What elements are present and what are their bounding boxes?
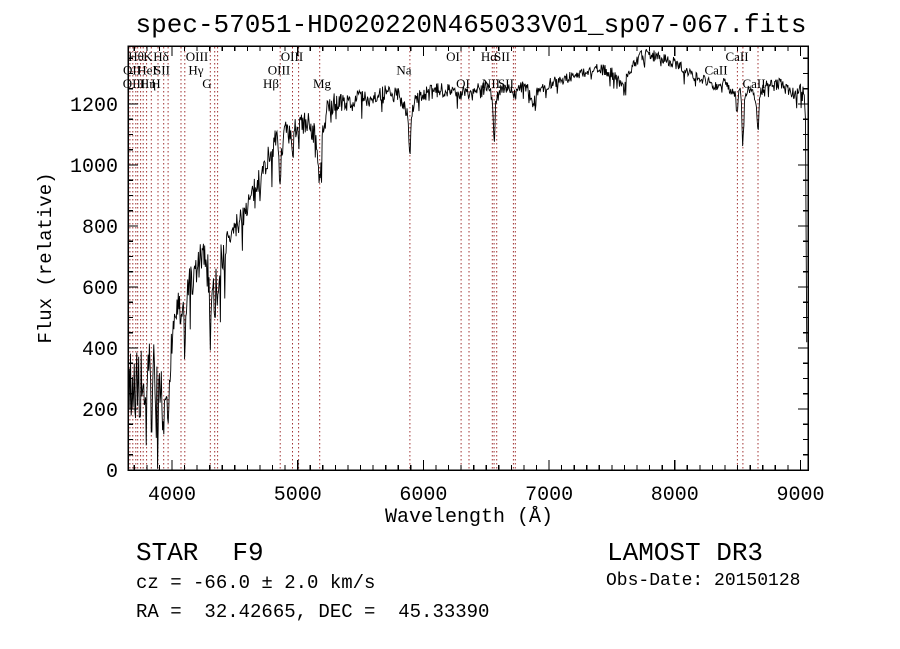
spectral-line-label: OI [446, 49, 460, 64]
object-class-label: STAR F9 [136, 538, 264, 568]
spectral-line-label: Hδ [153, 49, 169, 64]
spectral-line-label: CaII [725, 49, 748, 64]
spectral-line-label: Hβ [263, 76, 279, 91]
object-subclass: F9 [232, 538, 264, 568]
ra-dec-annotation: RA = 32.42665, DEC = 45.33390 [136, 601, 490, 623]
axis-ticks [128, 46, 808, 471]
spectral-line-label: Hθ [128, 49, 144, 64]
y-tick-label: 600 [82, 278, 118, 301]
plot-frame [127, 45, 809, 471]
x-tick-label: 5000 [274, 484, 322, 507]
spectral-line-label: CaII [704, 63, 727, 78]
x-tick-label: 9000 [776, 484, 824, 507]
plot-title: spec-57051-HD020220N465033V01_sp07-067.f… [135, 10, 807, 40]
x-tick-label: 8000 [651, 484, 699, 507]
spectral-line-labels: OIIIOIIHθHηHeIKHSIIHδGHγOIIIHβOIIIOIIIMg… [123, 49, 766, 91]
spectral-line-label: Hα [481, 49, 497, 64]
x-tick-label: 6000 [399, 484, 447, 507]
y-tick-label: 1200 [70, 95, 118, 118]
spectral-line-label: H [151, 76, 160, 91]
spectral-line-label: Mg [313, 76, 332, 91]
cz-annotation: cz = -66.0 ± 2.0 km/s [136, 572, 376, 594]
y-tick-label: 1000 [70, 156, 118, 179]
spectrum-trace [127, 48, 808, 469]
spectral-line-label: OIII [186, 49, 208, 64]
spectral-line-label: OIII [123, 76, 145, 91]
spectral-line-label: Hγ [188, 63, 203, 78]
x-axis-title: Wavelength (Å) [384, 506, 554, 529]
y-tick-label: 0 [106, 461, 118, 484]
y-tick-label: 400 [82, 339, 118, 362]
x-tick-label: 4000 [148, 484, 196, 507]
y-axis-title: Flux (relative) [35, 172, 57, 344]
object-class: STAR [136, 538, 199, 568]
spectral-line-label: Hη [140, 76, 156, 91]
obs-date-label: Obs-Date: 20150128 [606, 571, 801, 591]
spectral-line-label: SII [498, 76, 514, 91]
spectral-line-label: G [202, 76, 211, 91]
spectral-line-label: OI [456, 76, 470, 91]
x-tick-labels: 4000 5000 6000 7000 8000 9000 [148, 484, 825, 507]
spectral-line-label: NII [482, 76, 500, 91]
y-tick-labels: 0 200 400 600 800 1000 1200 [70, 95, 118, 484]
spectral-line-label: CaII [742, 76, 765, 91]
survey-label: LAMOST DR3 [607, 538, 764, 568]
spectral-line-label: OIII [281, 49, 303, 64]
spectral-line-label: SII [154, 63, 170, 78]
spectral-line-label: K [143, 49, 153, 64]
spectral-line-label: Na [396, 63, 411, 78]
x-tick-label: 7000 [525, 484, 573, 507]
spectral-line-label: OIII [268, 63, 290, 78]
spectral-line-label: SII [494, 49, 510, 64]
y-tick-label: 800 [82, 217, 118, 240]
y-tick-label: 200 [82, 400, 118, 423]
spectral-line-label: OII [123, 63, 141, 78]
spectral-line-label: HeI [137, 63, 157, 78]
